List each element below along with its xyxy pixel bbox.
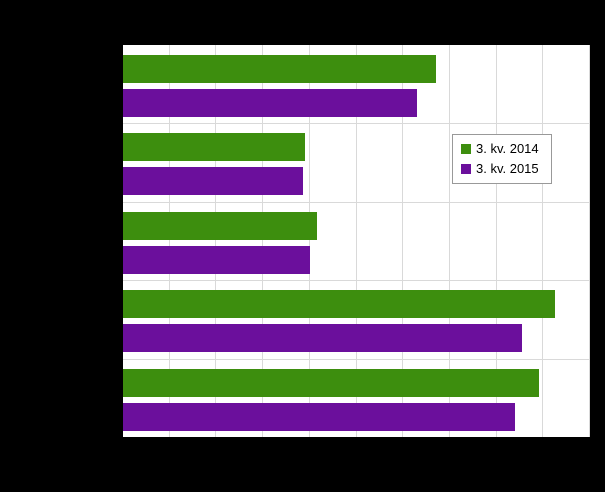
legend: 3. kv. 2014 3. kv. 2015 [452, 134, 552, 184]
value-gridline [355, 45, 357, 437]
bar-series-1-category-3 [123, 324, 523, 352]
category-gridline [123, 123, 590, 125]
value-gridline [589, 45, 590, 437]
legend-label-2015: 3. kv. 2015 [476, 161, 539, 176]
legend-swatch-2014-icon [461, 144, 471, 154]
legend-item-2015[interactable]: 3. kv. 2015 [461, 162, 539, 176]
bar-series-0-category-0 [123, 55, 436, 83]
legend-item-2014[interactable]: 3. kv. 2014 [461, 142, 539, 156]
category-gridline [123, 201, 590, 203]
value-gridline [495, 45, 497, 437]
bar-series-1-category-1 [123, 167, 303, 195]
bar-series-0-category-4 [123, 369, 539, 397]
bar-series-1-category-0 [123, 89, 418, 117]
bar-series-0-category-1 [123, 133, 306, 161]
legend-label-2014: 3. kv. 2014 [476, 141, 539, 156]
bar-series-1-category-2 [123, 246, 310, 274]
value-gridline [402, 45, 404, 437]
value-gridline [448, 45, 450, 437]
bar-series-0-category-3 [123, 290, 555, 318]
category-gridline [123, 280, 590, 282]
value-gridline [215, 45, 217, 437]
bar-series-0-category-2 [123, 212, 317, 240]
value-gridline [308, 45, 310, 437]
value-gridline [542, 45, 544, 437]
value-gridline [262, 45, 264, 437]
legend-swatch-2015-icon [461, 164, 471, 174]
bar-series-1-category-4 [123, 403, 516, 431]
value-gridline [168, 45, 170, 437]
plot-area [123, 45, 590, 437]
category-gridline [123, 358, 590, 360]
